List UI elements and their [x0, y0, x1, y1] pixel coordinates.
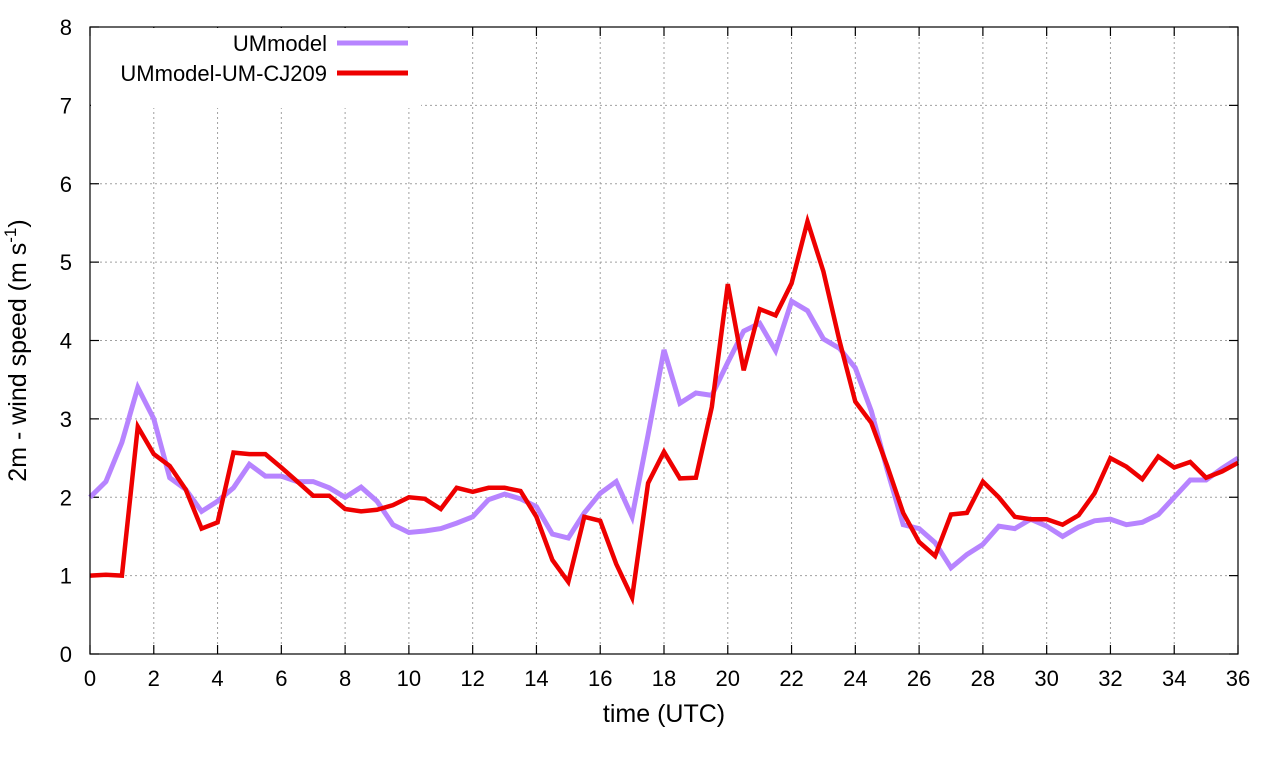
x-tick-label: 18 — [652, 666, 676, 691]
y-tick-label: 3 — [60, 407, 72, 432]
plot-area — [88, 213, 1240, 606]
x-tick-label: 28 — [971, 666, 995, 691]
x-tick-label: 14 — [524, 666, 548, 691]
x-tick-label: 26 — [907, 666, 931, 691]
y-tick-label: 1 — [60, 564, 72, 589]
x-tick-label: 12 — [460, 666, 484, 691]
axis-ticks: 0 2 4 6 8 10 12 14 16 18 20 22 24 26 28 30 32 34 360123456… — [60, 15, 1250, 691]
x-tick-label: 10 — [397, 666, 421, 691]
x-tick-label: 24 — [843, 666, 867, 691]
x-tick-label: 6 — [275, 666, 287, 691]
y-axis-title-close: ) — [4, 219, 32, 227]
x-tick-label: 22 — [779, 666, 803, 691]
x-tick-label: 2 — [148, 666, 160, 691]
x-tick-label: 36 — [1226, 666, 1250, 691]
x-tick-label: 8 — [339, 666, 351, 691]
y-tick-label: 8 — [60, 15, 72, 40]
y-tick-label: 5 — [60, 250, 72, 275]
series-line-ummodel — [88, 297, 1240, 572]
series-line-ummodel-um-cj209 — [89, 213, 1240, 606]
legend: UMmodel UMmodel-UM-CJ209 — [120, 31, 408, 86]
legend-label-ummodel: UMmodel — [233, 31, 327, 56]
x-tick-label: 32 — [1098, 666, 1122, 691]
y-axis-title: 2m - wind speed (m s-1) — [1, 219, 32, 481]
y-tick-label: 4 — [60, 329, 72, 354]
legend-label-ummodel-um-cj209: UMmodel-UM-CJ209 — [120, 61, 327, 86]
y-tick-label: 2 — [60, 485, 72, 510]
x-tick-label: 16 — [588, 666, 612, 691]
y-axis-title-main: 2m - wind speed (m s — [4, 243, 32, 482]
plot-frame — [89, 26, 1239, 655]
x-tick-label: 4 — [211, 666, 223, 691]
y-axis-title-superscript: -1 — [1, 228, 20, 243]
grid — [90, 27, 1238, 654]
x-tick-label: 34 — [1162, 666, 1186, 691]
x-tick-label: 30 — [1034, 666, 1058, 691]
x-tick-label: 0 — [84, 666, 96, 691]
x-axis-title: time (UTC) — [603, 700, 725, 728]
y-tick-label: 7 — [60, 93, 72, 118]
x-tick-label: 20 — [716, 666, 740, 691]
y-tick-label: 6 — [60, 172, 72, 197]
y-tick-label: 0 — [60, 642, 72, 667]
